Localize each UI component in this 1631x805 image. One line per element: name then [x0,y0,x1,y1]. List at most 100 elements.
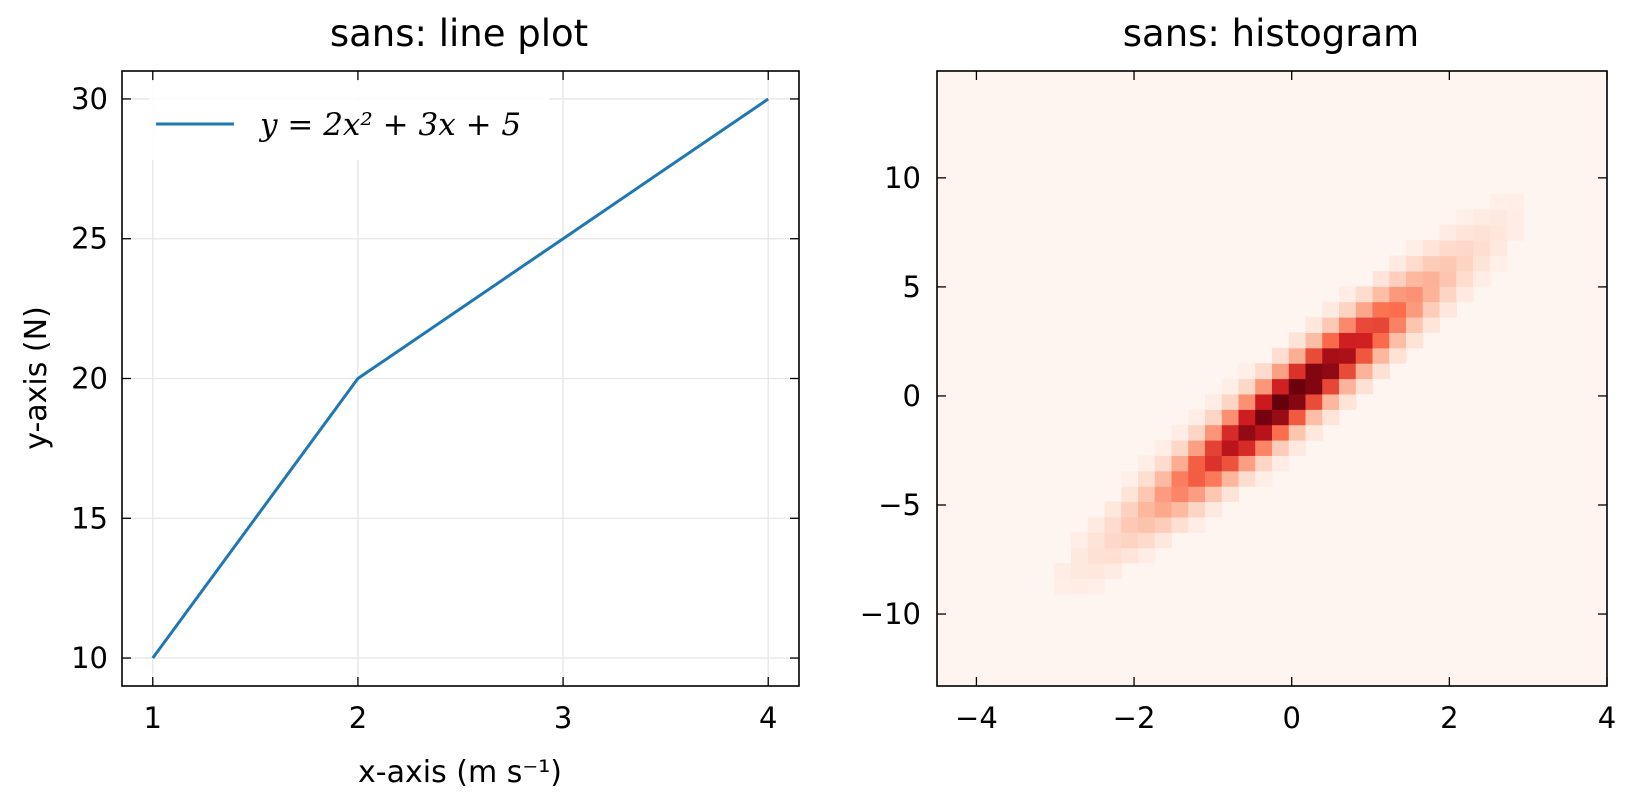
histogram-bin [1473,209,1491,226]
line-plot-ticks: 1 2 3 4 10 15 20 25 30 [71,71,799,735]
x-tick-label: 2 [1440,701,1458,735]
x-tick-label: −4 [955,701,998,735]
histogram-bin [1406,286,1424,303]
histogram-bin [1322,332,1340,349]
histogram-bin [1087,516,1106,533]
histogram-bin [1205,470,1223,487]
histogram-bin [1288,424,1307,441]
histogram-bin [1406,270,1424,287]
histogram-bin [1188,440,1206,456]
histogram-bin [1473,255,1491,272]
histogram-bin [1171,424,1189,441]
histogram-bin [1071,578,1089,595]
histogram-bin [1104,563,1122,579]
histogram-bin [1372,363,1390,380]
histogram-bin [1138,486,1156,503]
histogram-bin [1154,516,1173,533]
histogram-bin [1272,363,1290,380]
histogram-bin [1406,255,1424,272]
x-tick-label: 3 [554,701,572,735]
line-plot-legend: y = 2x² + 3x + 5 [149,82,549,160]
histogram-bin [1104,501,1122,518]
histogram-bin [1422,270,1441,287]
histogram-bin [1238,440,1256,456]
histogram-bin [1054,563,1072,579]
histogram-bin [1188,501,1206,518]
histogram-bin [1238,470,1256,487]
histogram-bin [1121,532,1139,549]
histogram-bin [1456,286,1474,303]
histogram-bin [1456,209,1474,226]
histogram-bin [1288,393,1307,410]
y-tick-label: −10 [860,597,921,631]
histogram-bin [1339,301,1357,318]
histogram-bin [1121,470,1139,487]
histogram-bin [1389,347,1407,364]
histogram-bin [1406,317,1424,333]
histogram-bin [1171,486,1189,503]
histogram-bin [1288,363,1307,380]
histogram-bin [1322,363,1340,380]
histogram-bin [1121,547,1139,564]
histogram-bin [1071,547,1089,564]
histogram-bin [1506,194,1524,210]
line-plot-grid [122,71,799,686]
histogram-bin [1355,363,1374,380]
histogram-bin [1506,209,1524,226]
histogram-bin [1372,301,1390,318]
histogram-bin [1255,440,1273,456]
histogram-bin [1255,455,1273,472]
histogram-bin [1355,332,1374,349]
histogram-bin [1322,301,1340,318]
line-plot-xlabel: x-axis (m s⁻¹) [358,755,562,790]
histogram-bin [1439,240,1457,257]
histogram-bin [1138,547,1156,564]
histogram-bin [1087,547,1106,564]
histogram-bin [1138,455,1156,472]
histogram-bin [1339,317,1357,333]
histogram-bin [1221,470,1240,487]
legend-label: y = 2x² + 3x + 5 [258,107,521,143]
histogram-bin [1171,440,1189,456]
histogram-bin [1489,209,1508,226]
histogram-bin [1221,378,1240,395]
histogram-bin [1255,393,1273,410]
histogram-bin [1288,332,1307,349]
histogram-bin [1138,470,1156,487]
histogram-bin [1188,455,1206,472]
line-plot-panel: sans: line plot 1 2 3 4 10 15 20 25 30 y = 2x² +… [19,12,800,790]
histogram-bin [1221,486,1240,503]
histogram-bin [1154,532,1173,549]
histogram-bin [1456,255,1474,272]
histogram-bin [1288,440,1307,456]
histogram-bin [1489,194,1508,210]
histogram-bin [1489,240,1508,257]
histogram-bin [1221,440,1240,456]
histogram-bin [1272,424,1290,441]
x-tick-label: 4 [759,701,777,735]
histogram-bin [1439,286,1457,303]
histogram-bin [1339,363,1357,380]
histogram-bin [1305,332,1323,349]
histogram-bin [1422,240,1441,257]
histogram-bin [1288,347,1307,364]
histogram-bin [1138,516,1156,533]
histogram-bin [1104,532,1122,549]
histogram-cells [1054,194,1524,595]
histogram-bin [1355,286,1374,303]
histogram-bin [1389,332,1407,349]
histogram-panel: sans: histogram −4 −2 0 2 4 −10 −5 0 5 10 [860,12,1616,735]
x-tick-label: −2 [1113,701,1156,735]
histogram-bin [1238,455,1256,472]
histogram-bin [1372,347,1390,364]
histogram-bin [1305,317,1323,333]
histogram-bin [1339,332,1357,349]
histogram-bin [1322,317,1340,333]
y-tick-label: 25 [71,222,108,256]
y-tick-label: −5 [878,488,921,522]
x-tick-label: 1 [144,701,162,735]
histogram-bin [1339,378,1357,395]
histogram-bin [1272,378,1290,395]
histogram-bin [1272,409,1290,426]
